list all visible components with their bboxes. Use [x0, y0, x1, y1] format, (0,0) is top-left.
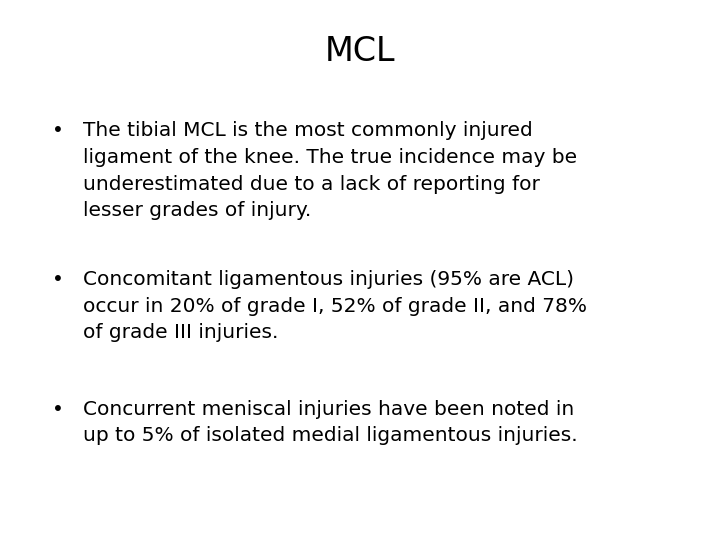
Text: Concurrent meniscal injuries have been noted in
up to 5% of isolated medial liga: Concurrent meniscal injuries have been n…	[83, 400, 577, 445]
Text: MCL: MCL	[325, 35, 395, 68]
Text: •: •	[52, 270, 63, 289]
Text: •: •	[52, 400, 63, 419]
Text: Concomitant ligamentous injuries (95% are ACL)
occur in 20% of grade I, 52% of g: Concomitant ligamentous injuries (95% ar…	[83, 270, 587, 342]
Text: •: •	[52, 122, 63, 140]
Text: The tibial MCL is the most commonly injured
ligament of the knee. The true incid: The tibial MCL is the most commonly inju…	[83, 122, 577, 220]
